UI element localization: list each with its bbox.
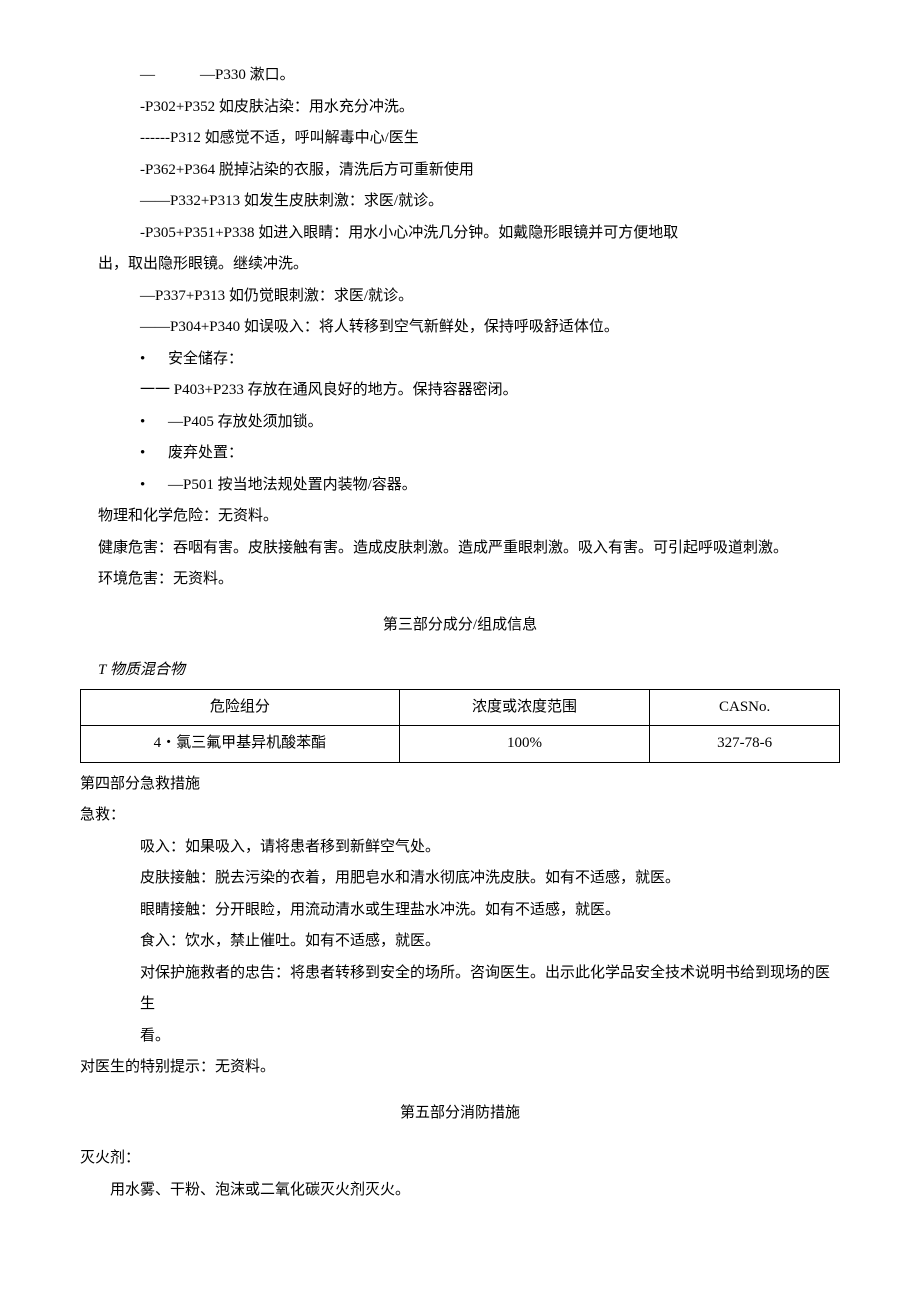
first-aid-label: 急救： (80, 800, 840, 832)
extinguisher-method: 用水雾、干粉、泡沫或二氧化碳灭火剂灭火。 (110, 1175, 840, 1207)
section3-title: 第三部分成分/组成信息 (80, 610, 840, 642)
cell-concentration: 100% (399, 726, 649, 763)
precaution-p330: — —P330 漱口。 (140, 60, 840, 92)
storage-label-row: • 安全储存： (140, 344, 840, 376)
hazard-health: 健康危害：吞咽有害。皮肤接触有害。造成皮肤刺激。造成严重眼刺激。吸入有害。可引起… (98, 533, 840, 565)
hazard-env: 环境危害：无资料。 (98, 564, 840, 596)
composition-table: 危险组分 浓度或浓度范围 CASNo. 4・氯三氟甲基异机酸苯酯 100% 32… (80, 689, 840, 763)
aid-inhale: 吸入：如果吸入，请将患者移到新鲜空气处。 (140, 832, 840, 864)
aid-ingest: 食入：饮水，禁止催吐。如有不适感，就医。 (140, 926, 840, 958)
precaution-p332-313: ——P332+P313 如发生皮肤刺激：求医/就诊。 (140, 186, 840, 218)
precaution-p362-364: -P362+P364 脱掉沾染的衣服，清洗后方可重新使用 (140, 155, 840, 187)
section3-subtitle: T 物质混合物 (98, 655, 840, 687)
disposal-label-row: • 废弃处置： (140, 438, 840, 470)
precaution-p337-313: —P337+P313 如仍觉眼刺激：求医/就诊。 (140, 281, 840, 313)
storage-label: 安全储存： (168, 344, 243, 376)
cell-casno: 327-78-6 (650, 726, 840, 763)
precaution-p305-351-338: -P305+P351+P338 如进入眼睛：用水小心冲洗几分钟。如戴隐形眼镜并可… (140, 218, 840, 250)
col-component: 危险组分 (81, 689, 400, 726)
precaution-p302-352: -P302+P352 如皮肤沾染：用水充分冲洗。 (140, 92, 840, 124)
aid-doctor-note: 对医生的特别提示：无资料。 (80, 1052, 840, 1084)
bullet-icon: • (140, 470, 168, 502)
bullet-icon: • (140, 407, 168, 439)
aid-skin: 皮肤接触：脱去污染的衣着，用肥皂水和清水彻底冲洗皮肤。如有不适感，就医。 (140, 863, 840, 895)
p405-row: • —P405 存放处须加锁。 (140, 407, 840, 439)
precaution-p312: ------P312 如感觉不适，呼叫解毒中心/医生 (140, 123, 840, 155)
bullet-icon: • (140, 438, 168, 470)
aid-eye: 眼睛接触：分开眼睑，用流动清水或生理盐水冲洗。如有不适感，就医。 (140, 895, 840, 927)
col-concentration: 浓度或浓度范围 (399, 689, 649, 726)
p501-row: • —P501 按当地法规处置内装物/容器。 (140, 470, 840, 502)
precaution-p403-233: 一一 P403+P233 存放在通风良好的地方。保持容器密闭。 (140, 375, 840, 407)
section5-title: 第五部分消防措施 (80, 1098, 840, 1130)
aid-rescuer: 对保护施救者的忠告：将患者转移到安全的场所。咨询医生。出示此化学品安全技术说明书… (140, 958, 840, 1021)
disposal-label: 废弃处置： (168, 438, 243, 470)
precaution-p305-cont: 出，取出隐形眼镜。继续冲洗。 (98, 249, 840, 281)
aid-rescuer-cont: 看。 (140, 1021, 840, 1053)
extinguisher-label: 灭火剂： (80, 1143, 840, 1175)
hazard-physical: 物理和化学危险：无资料。 (98, 501, 840, 533)
table-row: 4・氯三氟甲基异机酸苯酯 100% 327-78-6 (81, 726, 840, 763)
precaution-p405: —P405 存放处须加锁。 (168, 407, 323, 439)
table-header-row: 危险组分 浓度或浓度范围 CASNo. (81, 689, 840, 726)
section4-title: 第四部分急救措施 (80, 769, 840, 801)
precaution-p304-340: ——P304+P340 如误吸入：将人转移到空气新鲜处，保持呼吸舒适体位。 (140, 312, 840, 344)
cell-component: 4・氯三氟甲基异机酸苯酯 (81, 726, 400, 763)
col-casno: CASNo. (650, 689, 840, 726)
precaution-p501: —P501 按当地法规处置内装物/容器。 (168, 470, 417, 502)
bullet-icon: • (140, 344, 168, 376)
